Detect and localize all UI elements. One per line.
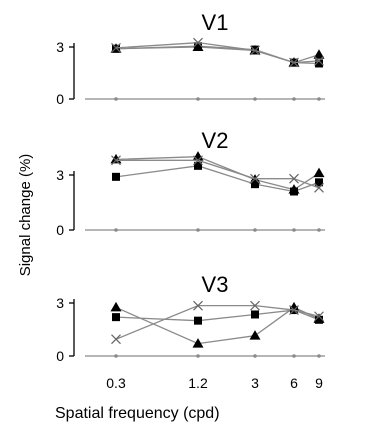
point-x-3 [250, 45, 260, 56]
y-tick-label-0: 0 [56, 91, 64, 107]
point-square-0.3 [112, 313, 120, 322]
point-x-9-b [314, 311, 324, 322]
point-x-3-b [250, 173, 260, 184]
point-triangle-9 [313, 49, 325, 59]
x-axis-title: Spatial frequency (cpd) [55, 405, 220, 422]
point-triangle-1.2 [192, 338, 204, 348]
point-square-3 [251, 180, 259, 189]
x-tick-label-6: 6 [290, 375, 298, 391]
series-x [111, 37, 324, 68]
point-x-1.2 [193, 37, 203, 48]
point-x-1.2-b [193, 300, 203, 311]
point-x-6-b [289, 305, 299, 315]
baseline-dot-9 [317, 354, 321, 358]
point-triangle-9 [313, 167, 325, 178]
point-x-6-b [289, 173, 299, 184]
point-x-6 [289, 305, 299, 315]
baseline-dot-1.2 [196, 354, 200, 358]
point-square-9 [315, 178, 323, 187]
series-x [111, 300, 324, 345]
y-tick-label-3: 3 [56, 39, 64, 55]
point-square-1.2 [194, 42, 202, 51]
point-x-3-b [250, 45, 260, 56]
series-x [111, 155, 324, 193]
y-tick-label-0: 0 [56, 222, 64, 238]
point-x-1.2-b [193, 37, 203, 48]
point-x-9 [314, 55, 324, 66]
y-tick-label-0: 0 [56, 348, 64, 364]
point-square-1.2 [194, 161, 202, 170]
point-square-9 [315, 59, 323, 68]
series-square [112, 306, 323, 325]
point-triangle-3 [249, 330, 261, 340]
point-x-0.3-b [111, 155, 121, 166]
point-x-9-b [314, 55, 324, 66]
baseline-dot-0.3 [114, 354, 118, 358]
point-x-6 [289, 173, 299, 184]
x-tick-label-1.2: 1.2 [188, 375, 208, 391]
x-tick-label-0.3: 0.3 [106, 375, 126, 391]
baseline-dot-1.2 [196, 228, 200, 232]
baseline-dot-0.3 [114, 228, 118, 232]
y-tick-label-3: 3 [56, 167, 64, 183]
panel-title-v3: V3 [202, 272, 229, 297]
point-square-3 [251, 310, 259, 319]
panel-v2: V2 0 3 [56, 128, 325, 238]
baseline-dot-0.3 [114, 97, 118, 101]
baseline-dot-6 [292, 354, 296, 358]
point-x-9 [314, 311, 324, 322]
point-x-6-b [289, 57, 299, 68]
point-x-0.3 [111, 334, 121, 345]
point-x-0.3-b [111, 334, 121, 345]
point-x-3-b [250, 300, 260, 311]
series-square [112, 161, 323, 196]
point-square-0.3 [112, 172, 120, 181]
point-square-0.3 [112, 44, 120, 53]
point-x-1.2-b [193, 155, 203, 166]
point-square-3 [251, 45, 259, 54]
baseline-dot-1.2 [196, 97, 200, 101]
point-triangle-0.3 [110, 301, 122, 312]
point-x-0.3 [111, 42, 121, 53]
baseline-dot-6 [292, 228, 296, 232]
baseline-dot-9 [317, 97, 321, 101]
point-x-6 [289, 57, 299, 68]
point-x-3 [250, 300, 260, 311]
series-line-x [115, 42, 320, 64]
point-x-0.3 [111, 155, 121, 166]
x-tick-labels: 0.3 1.2 3 6 9 [106, 375, 323, 391]
baseline-dot-6 [292, 97, 296, 101]
baseline-dot-3 [253, 354, 257, 358]
panel-v1: V1 0 3 [56, 10, 325, 107]
point-x-1.2 [193, 300, 203, 311]
point-square-6 [290, 187, 298, 196]
baseline-dot-9 [317, 228, 321, 232]
series-line-triangle [115, 306, 320, 345]
baseline-dot-3 [253, 97, 257, 101]
point-x-9-b [314, 182, 324, 193]
point-x-9 [314, 182, 324, 193]
point-triangle-0.3 [110, 153, 122, 164]
point-x-0.3-b [111, 42, 121, 53]
point-square-9 [315, 315, 323, 324]
point-x-1.2 [193, 155, 203, 166]
y-axis-title: Signal change (%) [17, 154, 34, 277]
x-tick-label-9: 9 [315, 375, 323, 391]
panel-title-v2: V2 [202, 128, 229, 153]
x-tick-label-3: 3 [251, 375, 259, 391]
point-square-1.2 [194, 316, 202, 325]
baseline-dot-3 [253, 228, 257, 232]
panel-title-v1: V1 [202, 10, 229, 35]
point-x-3 [250, 173, 260, 184]
y-tick-label-3: 3 [56, 295, 64, 311]
panel-v3: V3 0 3 [56, 272, 325, 364]
